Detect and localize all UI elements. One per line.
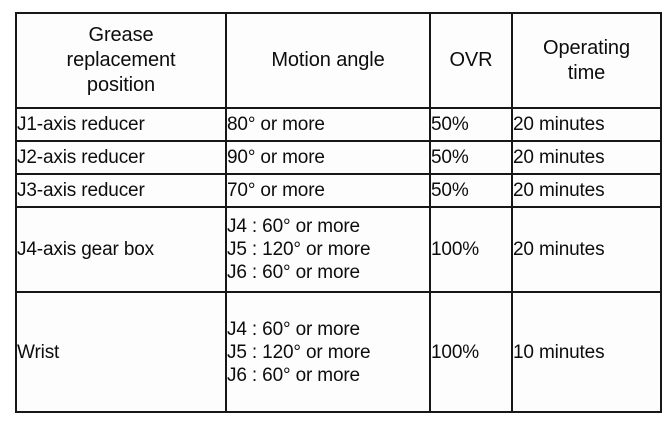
column-header-motion-angle-line-1: Motion angle xyxy=(271,49,385,71)
cell-position: J4-axis gear box xyxy=(15,206,227,293)
table-header-row: Grease replacement position Motion angle… xyxy=(15,12,662,109)
grease-replacement-table-container: Grease replacement position Motion angle… xyxy=(15,12,662,413)
grease-replacement-table: Grease replacement position Motion angle… xyxy=(15,12,662,413)
table-row: Wrist J4 : 60° or more J5 : 120° or more… xyxy=(15,291,662,413)
cell-position: Wrist xyxy=(15,291,227,413)
cell-ovr: 50% xyxy=(429,173,513,208)
cell-operating-time: 20 minutes xyxy=(511,107,662,142)
table-row: J3-axis reducer 70° or more 50% 20 minut… xyxy=(15,173,662,208)
cell-motion-angle: 80° or more xyxy=(225,107,431,142)
column-header-operating-time-line-2: time xyxy=(567,61,606,84)
cell-ovr: 50% xyxy=(429,107,513,142)
cell-operating-time: 20 minutes xyxy=(511,206,662,293)
cell-ovr: 50% xyxy=(429,140,513,175)
column-header-position: Grease replacement position xyxy=(15,12,227,109)
column-header-position-line-3: position xyxy=(86,74,156,96)
column-header-ovr: OVR xyxy=(429,12,513,109)
column-header-position-line-1: Grease xyxy=(88,24,154,46)
cell-ovr: 100% xyxy=(429,291,513,413)
column-header-operating-time-line-1: Operating xyxy=(543,36,630,59)
motion-angle-line: J4 : 60° or more xyxy=(227,318,360,340)
cell-motion-angle: 90° or more xyxy=(225,140,431,175)
cell-operating-time: 20 minutes xyxy=(511,140,662,175)
table-body: J1-axis reducer 80° or more 50% 20 minut… xyxy=(15,107,662,413)
cell-motion-angle: J4 : 60° or more J5 : 120° or more J6 : … xyxy=(225,206,431,293)
table-row: J1-axis reducer 80° or more 50% 20 minut… xyxy=(15,107,662,142)
cell-operating-time: 20 minutes xyxy=(511,173,662,208)
cell-operating-time: 10 minutes xyxy=(511,291,662,413)
table-row: J2-axis reducer 90° or more 50% 20 minut… xyxy=(15,140,662,175)
motion-angle-line: J5 : 120° or more xyxy=(227,239,371,260)
cell-ovr: 100% xyxy=(429,206,513,293)
column-header-operating-time: Operating time xyxy=(511,12,662,109)
table-header: Grease replacement position Motion angle… xyxy=(15,12,662,109)
column-header-position-line-2: replacement xyxy=(66,49,176,71)
column-header-ovr-line-1: OVR xyxy=(449,49,493,71)
cell-position: J3-axis reducer xyxy=(15,173,227,208)
motion-angle-line: J5 : 120° or more xyxy=(227,341,371,363)
motion-angle-line: J4 : 60° or more xyxy=(227,216,360,237)
motion-angle-line: J6 : 60° or more xyxy=(227,364,360,386)
column-header-motion-angle: Motion angle xyxy=(225,12,431,109)
cell-motion-angle: 70° or more xyxy=(225,173,431,208)
cell-position: J1-axis reducer xyxy=(15,107,227,142)
table-row: J4-axis gear box J4 : 60° or more J5 : 1… xyxy=(15,206,662,293)
cell-motion-angle: J4 : 60° or more J5 : 120° or more J6 : … xyxy=(225,291,431,413)
motion-angle-line: J6 : 60° or more xyxy=(227,262,360,283)
cell-position: J2-axis reducer xyxy=(15,140,227,175)
